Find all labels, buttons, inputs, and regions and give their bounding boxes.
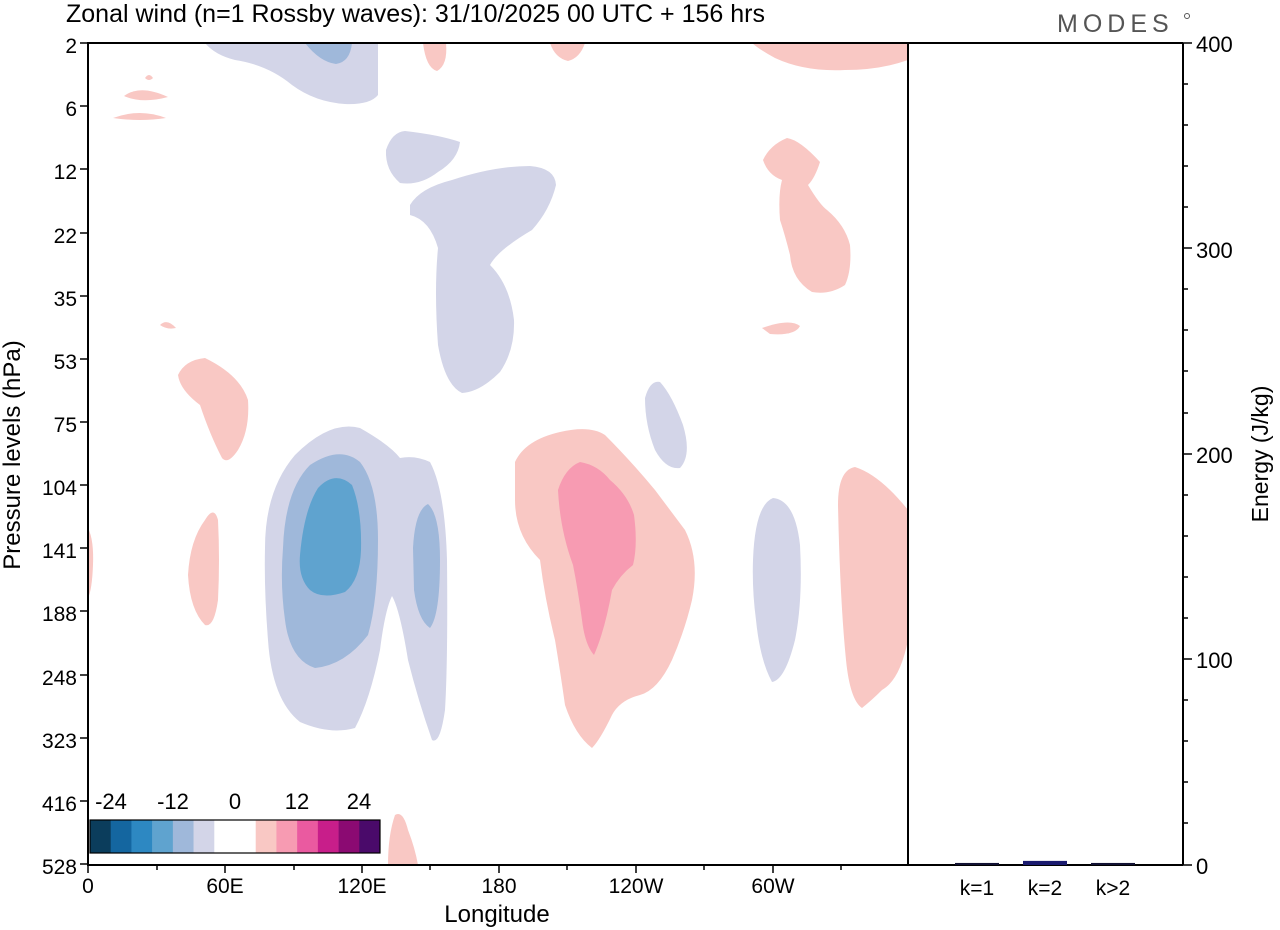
colorbar-swatch	[276, 820, 298, 853]
x-tick-label: 60W	[751, 875, 794, 898]
energy-bars	[955, 860, 1135, 865]
negative-region-secondary	[413, 504, 440, 628]
energy-tick-label: 100	[1196, 648, 1233, 673]
registered-mark-icon	[1184, 13, 1190, 19]
energy-tick-label: 0	[1196, 854, 1208, 879]
energy-bar-label: k=2	[1028, 877, 1062, 900]
energy-bar-label: k>2	[1096, 877, 1130, 900]
colorbar-swatch	[338, 820, 360, 853]
energy-tick-label: 400	[1196, 32, 1233, 57]
y-tick-label: 22	[54, 225, 77, 248]
negative-region-mid-small	[645, 381, 687, 469]
y-axis-left: 2 6 12 22 35 53 75 104 141 188 248 323 4…	[42, 35, 88, 879]
positive-region-dot-5	[762, 322, 800, 335]
y-axis-title: Pressure levels (hPa)	[0, 340, 26, 569]
negative-region-main-core	[299, 478, 362, 596]
colorbar-swatch	[131, 820, 153, 853]
energy-bar	[1091, 862, 1135, 865]
negative-region-east	[752, 498, 801, 682]
y-tick-label: 141	[42, 540, 77, 563]
colorbar-swatch	[172, 820, 194, 853]
colorbar-label: -12	[157, 789, 189, 814]
y-tick-label: 75	[54, 414, 77, 437]
x-tick-label: 180	[481, 875, 516, 898]
colorbar-swatch	[193, 820, 215, 853]
positive-region-dot-2	[124, 90, 168, 101]
energy-bar-label: k=1	[960, 877, 994, 900]
colorbar-swatch	[235, 820, 257, 853]
y-tick-label: 53	[54, 351, 77, 374]
positive-region-left-lower	[188, 512, 219, 626]
positive-region-dot-3	[113, 113, 166, 120]
chart-title: Zonal wind (n=1 Rossby waves): 31/10/202…	[66, 0, 765, 28]
colorbar-label: 12	[285, 789, 309, 814]
colorbar-swatches	[90, 820, 381, 853]
y-tick-label: 416	[42, 793, 77, 816]
positive-region-left-edge	[88, 528, 94, 598]
energy-axis-title: Energy (J/kg)	[1247, 386, 1273, 523]
y-tick-label: 248	[42, 667, 77, 690]
x-tick-label: 120W	[609, 875, 664, 898]
y-tick-label: 104	[42, 477, 77, 500]
energy-panel: 400 300 200 100 0 Energy (J/kg) k=1 k=2 …	[908, 32, 1273, 900]
x-tick-label: 60E	[206, 875, 243, 898]
colorbar-frame	[89, 819, 381, 854]
colorbar-swatch	[90, 820, 112, 853]
y-tick-label: 35	[54, 288, 77, 311]
positive-region-main-core	[558, 462, 636, 655]
x-tick-label: 0	[82, 875, 94, 898]
positive-region-top-small-2	[550, 43, 585, 61]
positive-region-east	[838, 467, 908, 708]
modes-logo: MODES	[1057, 10, 1174, 38]
y-tick-label: 12	[54, 161, 77, 184]
x-tick-label: 120E	[337, 875, 386, 898]
negative-region-top	[205, 43, 378, 105]
colorbar-swatch	[359, 820, 381, 853]
colorbar-label: 0	[229, 789, 241, 814]
x-axis: 0 60E 120E 180 120W 60W	[82, 865, 842, 898]
energy-bar	[955, 862, 999, 865]
colorbar-swatch	[152, 820, 174, 853]
negative-region-upper-center	[410, 166, 556, 393]
y-tick-label: 323	[42, 730, 77, 753]
contour-field	[88, 43, 908, 865]
energy-axis-ticks	[1183, 42, 1192, 866]
colorbar-swatch	[297, 820, 319, 853]
colorbar-label: -24	[95, 789, 127, 814]
energy-bar	[1023, 860, 1067, 865]
positive-region-upper-right	[763, 138, 851, 293]
positive-region-dot-4	[160, 322, 176, 329]
colorbar-swatch	[255, 820, 277, 853]
y-tick-label: 6	[65, 98, 77, 121]
negative-region-top-core	[305, 43, 352, 64]
colorbar-swatch	[110, 820, 132, 853]
positive-region-top-right	[752, 43, 908, 71]
y-tick-label: 2	[65, 35, 77, 58]
x-axis-ticks	[87, 865, 842, 873]
colorbar-swatch	[214, 820, 236, 853]
x-axis-title: Longitude	[444, 901, 549, 928]
energy-tick-label: 300	[1196, 238, 1233, 263]
positive-region-top-small-1	[423, 43, 447, 71]
energy-tick-label: 200	[1196, 443, 1233, 468]
y-tick-label: 188	[42, 603, 77, 626]
colorbar-label: 24	[347, 789, 371, 814]
plot-frame	[87, 42, 909, 866]
y-axis-ticks	[80, 42, 88, 865]
positive-region-bottom	[388, 814, 418, 865]
colorbar-legend: -24 -12 0 12 24	[89, 789, 381, 861]
positive-region-dot-1	[145, 75, 153, 80]
colorbar-swatch	[317, 820, 339, 853]
negative-region-upper-left	[385, 131, 460, 184]
positive-region-left-upper	[178, 358, 249, 461]
y-tick-label: 528	[42, 856, 77, 879]
